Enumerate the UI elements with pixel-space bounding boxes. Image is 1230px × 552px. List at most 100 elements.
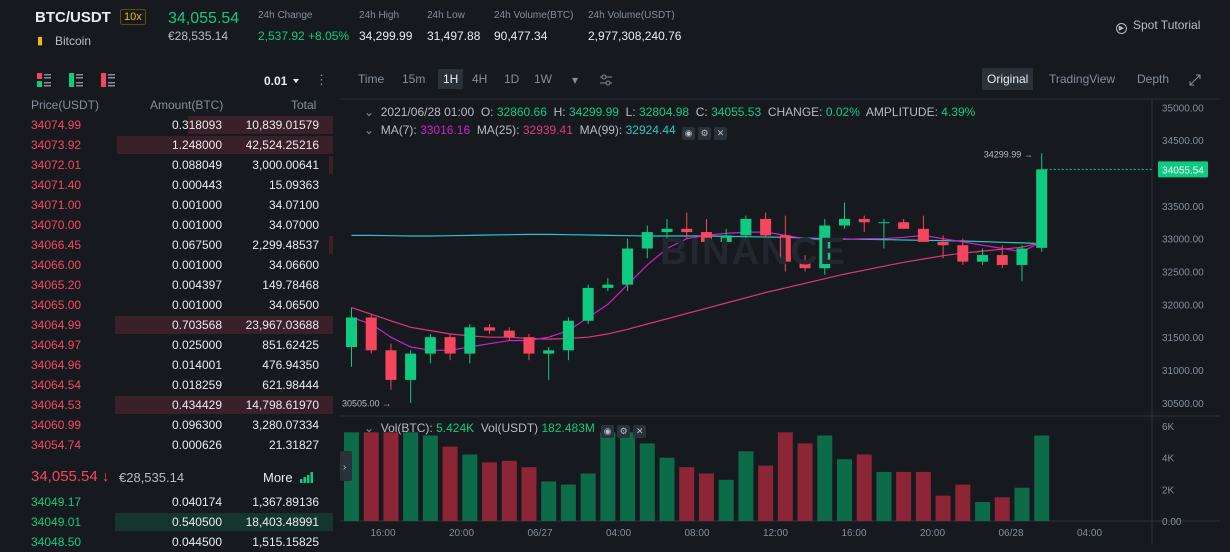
more-options-icon[interactable]: ⋮ <box>315 72 328 87</box>
book-both-icon[interactable] <box>37 73 51 87</box>
price-tick: 34500.00 <box>1162 136 1204 147</box>
candle-body <box>858 218 870 223</box>
view-depth[interactable]: Depth <box>1137 72 1170 86</box>
close-icon[interactable]: ✕ <box>714 127 728 140</box>
legend-h: 34299.99 <box>568 105 619 119</box>
candle-body <box>740 218 752 236</box>
vol-usdt-label: Vol(USDT) <box>480 421 539 435</box>
row-amount: 0.000626 <box>171 438 222 452</box>
spot-tutorial-link[interactable]: ▶ Spot Tutorial <box>1116 18 1200 34</box>
tf-1d[interactable]: 1D <box>504 72 520 86</box>
settings-icon[interactable]: ⚙ <box>698 127 712 140</box>
volume-bar <box>738 451 754 521</box>
more-button[interactable]: More <box>263 470 314 485</box>
row-price: 34066.45 <box>31 238 82 252</box>
candle-body <box>424 337 436 354</box>
time-tick: 08:00 <box>684 528 709 539</box>
row-amount: 0.088049 <box>171 158 222 172</box>
orderbook-row[interactable]: 34065.00 0.001000 34.06500 <box>15 295 337 315</box>
candle-body <box>661 228 673 233</box>
orderbook-row[interactable]: 34048.50 0.044500 1,515.15825 <box>15 532 337 552</box>
collapse-icon[interactable]: ⌄ <box>364 123 375 137</box>
view-tradingview[interactable]: TradingView <box>1049 72 1116 86</box>
candle-body <box>720 235 732 242</box>
volume-bar <box>521 467 537 521</box>
close-icon[interactable]: ✕ <box>633 425 647 438</box>
col-amount: Amount(BTC) <box>150 98 224 112</box>
orderbook-row[interactable]: 34070.00 0.001000 34.07000 <box>15 215 337 235</box>
candle-body <box>977 255 989 262</box>
tf-4h[interactable]: 4H <box>472 72 488 86</box>
orderbook-row[interactable]: 34073.92 1.248000 42,524.25216 <box>15 135 337 155</box>
orderbook-row[interactable]: 34049.17 0.040174 1,367.89136 <box>15 492 337 512</box>
tf-1h[interactable]: 1H <box>438 69 464 89</box>
ma25-label: MA(25): <box>476 123 520 137</box>
row-total: 42,524.25216 <box>245 138 319 152</box>
row-total: 3,280.07334 <box>252 418 319 432</box>
view-original[interactable]: Original <box>982 68 1034 90</box>
row-amount: 0.067500 <box>171 238 222 252</box>
orderbook-row[interactable]: 34060.99 0.096300 3,280.07334 <box>15 415 337 435</box>
candle-body <box>760 218 772 236</box>
precision-select[interactable]: 0.01 <box>264 74 299 88</box>
ohlc-legend: ⌄ 2021/06/28 01:00 O: 32860.66 H: 34299.… <box>364 105 975 119</box>
orderbook-row[interactable]: 34064.54 0.018259 621.98444 <box>15 375 337 395</box>
orderbook-row[interactable]: 34064.97 0.025000 851.62425 <box>15 335 337 355</box>
indicator-settings-icon[interactable] <box>600 74 612 86</box>
candle-body <box>839 218 850 226</box>
collapse-icon[interactable]: ⌄ <box>364 421 375 435</box>
vol-btc-value: 5.424K <box>436 421 475 435</box>
orderbook-row[interactable]: 34072.01 0.088049 3,000.00641 <box>15 155 337 175</box>
leverage-badge: 10x <box>120 9 146 25</box>
play-icon: ▶ <box>1116 23 1127 34</box>
time-tick: 04:00 <box>1077 528 1102 539</box>
legend-amp-label: AMPLITUDE: <box>865 105 938 119</box>
orderbook-row[interactable]: 34049.01 0.540500 18,403.48991 <box>15 512 337 532</box>
candle-body <box>622 248 634 285</box>
orderbook-row[interactable]: 34054.74 0.000626 21.31827 <box>15 435 337 455</box>
orderbook-row[interactable]: 34064.99 0.703568 23,967.03688 <box>15 315 337 335</box>
book-last-price[interactable]: 34,055.54 ↓ <box>31 468 109 485</box>
orderbook-row[interactable]: 34071.40 0.000443 15.09363 <box>15 175 337 195</box>
row-amount: 0.001000 <box>171 218 222 232</box>
orderbook-row[interactable]: 34074.99 0.318093 10,839.01579 <box>15 115 337 135</box>
legend-change: 0.02% <box>825 105 860 119</box>
row-total: 3,000.00641 <box>252 158 319 172</box>
bitcoin-icon: ▮ <box>37 35 44 47</box>
tf-15m[interactable]: 15m <box>402 72 426 86</box>
row-price: 34048.50 <box>31 535 82 549</box>
depth-bar <box>115 396 333 414</box>
orderbook-row[interactable]: 34066.00 0.001000 34.06600 <box>15 255 337 275</box>
pair-title[interactable]: BTC/USDT <box>35 9 111 26</box>
orderbook-row[interactable]: 34064.96 0.014001 476.94350 <box>15 355 337 375</box>
depth-bar <box>329 236 333 254</box>
row-total: 149.78468 <box>262 278 319 292</box>
orderbook-row[interactable]: 34071.00 0.001000 34.07100 <box>15 195 337 215</box>
high-marker: 34299.99 → <box>984 149 1033 159</box>
row-amount: 0.001000 <box>171 298 222 312</box>
eye-icon[interactable]: ◉ <box>601 425 615 438</box>
chevron-right-icon: › <box>343 462 346 473</box>
candlestick-chart[interactable]: 35000.0034500.0034000.0033500.0033000.00… <box>340 61 1220 544</box>
settings-icon[interactable]: ⚙ <box>617 425 631 438</box>
candle-body <box>464 327 476 354</box>
legend-change-label: CHANGE: <box>767 105 823 119</box>
orderbook-row[interactable]: 34066.45 0.067500 2,299.48537 <box>15 235 337 255</box>
timeframe-dropdown-icon[interactable]: ▾ <box>572 73 579 87</box>
tf-1w[interactable]: 1W <box>534 72 552 86</box>
coin-name-link[interactable]: Bitcoin <box>55 34 92 48</box>
tf-time[interactable]: Time <box>358 72 385 86</box>
stat-value: 2,537.92 +8.05% <box>258 29 350 43</box>
row-price: 34074.99 <box>31 118 82 132</box>
collapse-icon[interactable]: ⌄ <box>364 105 375 119</box>
orderbook-row[interactable]: 34064.53 0.434429 14,798.61970 <box>15 395 337 415</box>
orderbook-row[interactable]: 34065.20 0.004397 149.78468 <box>15 275 337 295</box>
legend-l: 32804.98 <box>639 105 690 119</box>
fullscreen-icon[interactable] <box>1189 74 1201 86</box>
eye-icon[interactable]: ◉ <box>682 127 696 140</box>
book-asks-icon[interactable] <box>101 73 115 87</box>
row-amount: 0.540500 <box>171 515 222 529</box>
book-bids-icon[interactable] <box>69 73 83 87</box>
row-total: 15.09363 <box>268 178 319 192</box>
volume-bar <box>935 495 951 521</box>
